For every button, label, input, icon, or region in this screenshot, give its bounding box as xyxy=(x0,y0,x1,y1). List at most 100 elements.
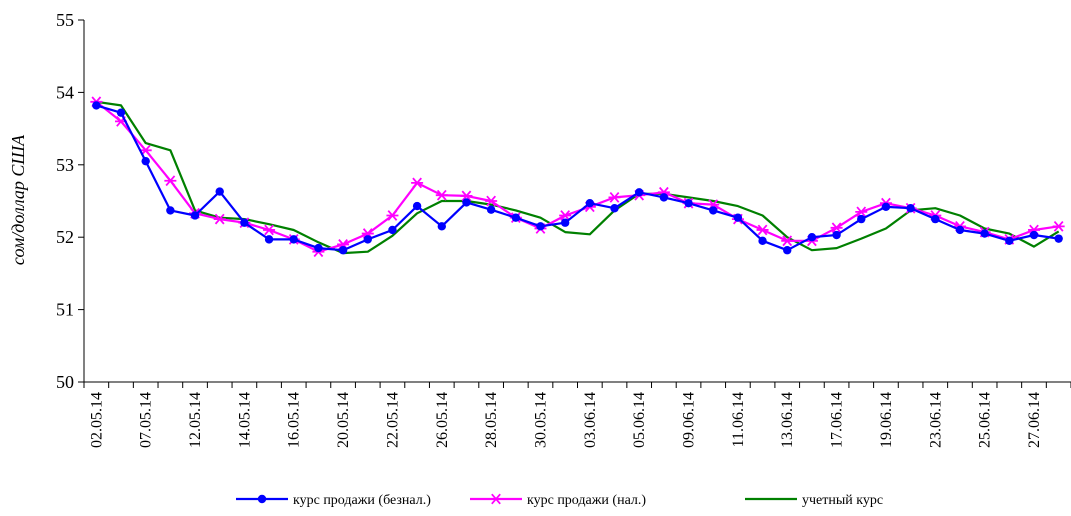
data-point xyxy=(412,201,422,211)
axes: 50 51 52 53 54 55 02.05.14 07.05.14 12.05.14 14.… xyxy=(56,10,1071,448)
x-tick-label: 11.06.14 xyxy=(730,392,747,447)
data-point xyxy=(560,218,570,227)
data-point xyxy=(931,214,940,224)
x-tick-label: 20.05.14 xyxy=(335,392,352,448)
data-point xyxy=(486,205,496,214)
x-tick-label: 16.05.14 xyxy=(286,392,303,448)
y-tick-label: 50 xyxy=(56,372,74,392)
data-point xyxy=(460,190,473,202)
x-tick-label: 28.05.14 xyxy=(483,392,500,448)
data-point xyxy=(213,213,226,225)
series-0 xyxy=(92,101,1063,255)
x-tick-label: 07.05.14 xyxy=(138,392,155,448)
data-point xyxy=(709,206,718,215)
legend-swatch-marker xyxy=(490,493,502,505)
data-point xyxy=(830,222,843,234)
y-axis-label: сом/доллар США xyxy=(8,134,28,265)
x-tick-label: 17.06.14 xyxy=(829,392,846,448)
data-point xyxy=(536,222,545,231)
data-point xyxy=(659,193,669,202)
legend-label: курс продажи (безнал.) xyxy=(293,493,431,508)
x-tick-label: 26.05.14 xyxy=(434,392,451,448)
data-point xyxy=(906,204,915,213)
data-point xyxy=(980,229,989,238)
data-point xyxy=(388,225,397,235)
series-line xyxy=(96,100,1060,255)
data-point xyxy=(116,108,126,117)
data-point xyxy=(386,210,399,221)
data-point xyxy=(92,101,101,110)
data-point xyxy=(684,198,693,208)
x-tick-label: 23.06.14 xyxy=(927,392,944,448)
data-point xyxy=(881,202,891,211)
x-tick-label: 27.06.14 xyxy=(1026,392,1043,448)
data-point xyxy=(832,230,841,240)
data-point xyxy=(1005,236,1014,246)
data-point xyxy=(240,218,249,227)
data-point xyxy=(215,187,224,196)
x-tick-label: 14.05.14 xyxy=(236,392,253,448)
data-point xyxy=(437,222,446,231)
data-point xyxy=(807,233,817,242)
data-point xyxy=(1052,220,1065,232)
legend-item: курс продажи (нал.) xyxy=(470,493,646,508)
legend-label: учетный курс xyxy=(802,493,883,508)
x-tick-label: 13.06.14 xyxy=(779,392,796,448)
data-point xyxy=(289,235,298,244)
legend-item: учетный курс xyxy=(745,493,883,508)
data-point xyxy=(263,224,276,236)
data-point xyxy=(166,206,175,215)
y-tick-label: 52 xyxy=(56,227,74,247)
y-ticks: 50 51 52 53 54 55 xyxy=(56,10,84,392)
data-point xyxy=(781,235,794,247)
data-point xyxy=(585,198,595,208)
data-point xyxy=(141,156,150,166)
series-layer xyxy=(90,96,1065,258)
data-point xyxy=(363,235,372,244)
data-point xyxy=(855,206,868,218)
data-point xyxy=(485,195,498,207)
data-point xyxy=(164,175,177,187)
x-tick-label: 22.05.14 xyxy=(384,392,401,448)
data-point xyxy=(608,191,621,203)
data-point xyxy=(634,188,644,197)
y-tick-label: 51 xyxy=(56,300,74,320)
data-point xyxy=(955,225,965,235)
data-point xyxy=(511,213,521,222)
x-tick-label: 25.06.14 xyxy=(977,392,994,448)
data-point xyxy=(783,246,792,255)
data-point xyxy=(411,177,424,189)
y-tick-label: 54 xyxy=(56,82,74,102)
data-point xyxy=(758,236,767,246)
x-tick-label: 02.05.14 xyxy=(88,392,105,448)
data-point xyxy=(190,211,200,220)
data-point xyxy=(610,204,619,213)
data-point xyxy=(264,235,274,244)
data-point xyxy=(733,213,743,222)
x-ticks: 02.05.14 07.05.14 12.05.14 14.05.14 16.05.14… xyxy=(83,382,1071,448)
data-point xyxy=(435,189,448,201)
data-point xyxy=(462,198,471,207)
y-tick-label: 53 xyxy=(56,155,74,175)
data-point xyxy=(559,210,572,221)
x-tick-label: 05.06.14 xyxy=(631,392,648,448)
data-point xyxy=(314,243,323,253)
x-tick-label: 19.06.14 xyxy=(878,392,895,448)
x-tick-label: 30.05.14 xyxy=(532,392,549,448)
x-tick-label: 12.05.14 xyxy=(187,392,204,448)
data-point xyxy=(756,224,769,236)
series-2 xyxy=(96,100,1060,255)
legend-swatch-marker xyxy=(257,494,267,504)
data-point xyxy=(857,214,866,224)
data-point xyxy=(338,246,348,255)
data-point xyxy=(1054,234,1063,243)
x-tick-label: 03.06.14 xyxy=(582,392,599,448)
legend-item: курс продажи (безнал.) xyxy=(236,493,431,508)
y-tick-label: 55 xyxy=(56,10,74,30)
legend: курс продажи (безнал.) курс продажи (нал.… xyxy=(236,493,883,508)
series-line xyxy=(95,100,1059,253)
x-tick-label: 09.06.14 xyxy=(681,392,698,448)
data-point xyxy=(1029,230,1039,240)
legend-label: курс продажи (нал.) xyxy=(527,493,646,508)
